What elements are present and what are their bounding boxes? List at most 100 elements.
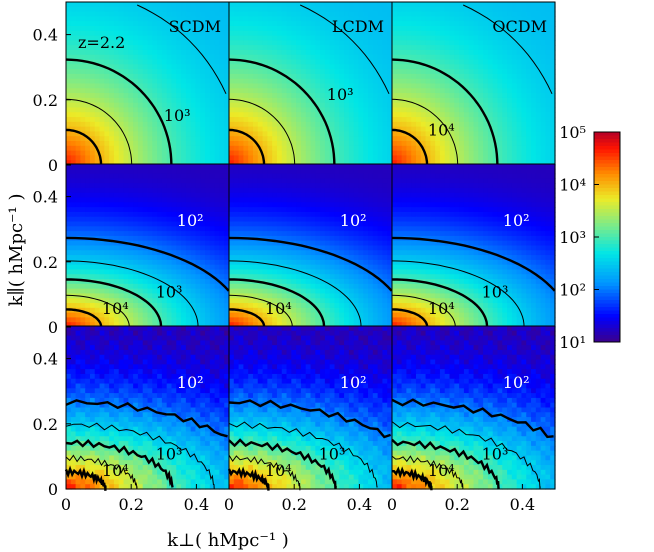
heatmap-cell bbox=[89, 136, 96, 142]
heatmap-cell bbox=[109, 88, 115, 94]
heatmap-cell bbox=[257, 155, 264, 161]
heatmap-cell bbox=[305, 173, 312, 179]
heatmap-cell bbox=[161, 221, 168, 227]
heatmap-cell bbox=[137, 317, 144, 323]
heatmap-cell bbox=[262, 117, 268, 123]
heatmap-cell bbox=[171, 197, 177, 203]
heatmap-cell bbox=[348, 145, 355, 152]
heatmap-cell bbox=[176, 322, 182, 328]
heatmap-cell bbox=[70, 259, 77, 266]
heatmap-cell bbox=[329, 131, 336, 137]
heatmap-cell bbox=[281, 16, 288, 22]
heatmap-cell bbox=[545, 64, 551, 70]
heatmap-cell bbox=[219, 145, 225, 152]
heatmap-cell bbox=[214, 240, 221, 247]
heatmap-cell bbox=[329, 150, 336, 157]
heatmap-cell bbox=[262, 16, 268, 22]
heatmap-cell bbox=[382, 21, 388, 27]
heatmap-cell bbox=[214, 307, 221, 314]
heatmap-cell bbox=[181, 274, 187, 280]
heatmap-cell bbox=[137, 168, 144, 175]
heatmap-cell bbox=[233, 16, 240, 22]
heatmap-cell bbox=[176, 155, 182, 161]
heatmap-cell bbox=[113, 293, 120, 299]
heatmap-cell bbox=[420, 64, 427, 70]
heatmap-cell bbox=[353, 40, 360, 46]
heatmap-cell bbox=[109, 54, 115, 61]
heatmap-cell bbox=[209, 126, 216, 133]
heatmap-cell bbox=[324, 117, 331, 123]
heatmap-cell bbox=[176, 112, 182, 118]
heatmap-cell bbox=[300, 192, 307, 199]
heatmap-cell bbox=[214, 216, 221, 223]
heatmap-cell bbox=[80, 40, 86, 46]
heatmap-cell bbox=[415, 64, 422, 70]
heatmap-cell bbox=[190, 245, 197, 251]
heatmap-cell bbox=[118, 69, 125, 75]
heatmap-cell bbox=[320, 97, 326, 104]
heatmap-cell bbox=[147, 211, 153, 218]
heatmap-cell bbox=[320, 136, 326, 142]
heatmap-cell bbox=[339, 131, 345, 137]
heatmap-cell bbox=[66, 21, 72, 27]
heatmap-cell bbox=[339, 202, 345, 208]
heatmap-cell bbox=[315, 192, 321, 199]
heatmap-cell bbox=[344, 93, 350, 99]
heatmap-cell bbox=[176, 83, 182, 89]
heatmap-cell bbox=[320, 40, 326, 46]
heatmap-cell bbox=[300, 73, 307, 80]
heatmap-cell bbox=[224, 187, 230, 194]
heatmap-cell bbox=[248, 117, 254, 123]
heatmap-cell bbox=[262, 131, 268, 137]
heatmap-cell bbox=[200, 235, 206, 242]
heatmap-cell bbox=[406, 2, 412, 8]
contour-line-4 bbox=[65, 128, 103, 166]
heatmap-cell bbox=[420, 54, 427, 61]
heatmap-cell bbox=[137, 240, 144, 247]
heatmap-cell bbox=[89, 112, 96, 118]
heatmap-cell bbox=[205, 64, 211, 70]
heatmap-cell bbox=[214, 121, 221, 128]
heatmap-cell bbox=[190, 322, 197, 328]
heatmap-cell bbox=[89, 226, 96, 232]
heatmap-cell bbox=[200, 279, 206, 285]
heatmap-cell bbox=[430, 11, 436, 17]
heatmap-cell bbox=[118, 145, 125, 152]
heatmap-cell bbox=[238, 2, 244, 8]
heatmap-cell bbox=[396, 160, 403, 166]
heatmap-cell bbox=[142, 288, 149, 295]
heatmap-cell bbox=[420, 59, 427, 65]
heatmap-cell bbox=[257, 69, 264, 75]
heatmap-cell bbox=[238, 88, 244, 94]
heatmap-cell bbox=[118, 211, 125, 218]
heatmap-cell bbox=[75, 16, 81, 22]
heatmap-cell bbox=[526, 150, 532, 157]
heatmap-cell bbox=[224, 25, 230, 32]
heatmap-cell bbox=[80, 88, 86, 94]
heatmap-cell bbox=[171, 259, 177, 266]
heatmap-cell bbox=[185, 102, 192, 109]
heatmap-cell bbox=[123, 2, 129, 8]
heatmap-cell bbox=[181, 231, 187, 237]
heatmap-cell bbox=[300, 59, 307, 65]
heatmap-cell bbox=[75, 288, 81, 295]
heatmap-cell bbox=[66, 97, 72, 104]
heatmap-cell bbox=[392, 145, 398, 152]
heatmap-cell bbox=[104, 307, 110, 314]
heatmap-cell bbox=[113, 307, 120, 314]
heatmap-cell bbox=[205, 117, 211, 123]
heatmap-cell bbox=[104, 173, 110, 179]
heatmap-cell bbox=[200, 216, 206, 223]
heatmap-cell bbox=[276, 187, 283, 194]
heatmap-cell bbox=[243, 16, 249, 22]
heatmap-cell bbox=[113, 102, 120, 109]
heatmap-cell bbox=[511, 112, 518, 118]
heatmap-cell bbox=[123, 322, 129, 328]
heatmap-cell bbox=[521, 69, 527, 75]
heatmap-cell bbox=[368, 69, 374, 75]
heatmap-cell bbox=[142, 192, 149, 199]
heatmap-cell bbox=[267, 73, 273, 80]
heatmap-cell bbox=[128, 207, 134, 213]
heatmap-cell bbox=[152, 40, 158, 46]
heatmap-cell bbox=[109, 312, 115, 319]
